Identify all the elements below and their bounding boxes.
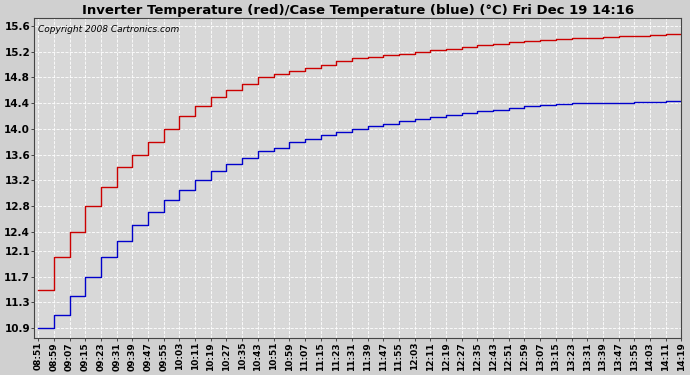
Title: Inverter Temperature (red)/Case Temperature (blue) (°C) Fri Dec 19 14:16: Inverter Temperature (red)/Case Temperat… — [82, 4, 634, 17]
Text: Copyright 2008 Cartronics.com: Copyright 2008 Cartronics.com — [37, 25, 179, 34]
